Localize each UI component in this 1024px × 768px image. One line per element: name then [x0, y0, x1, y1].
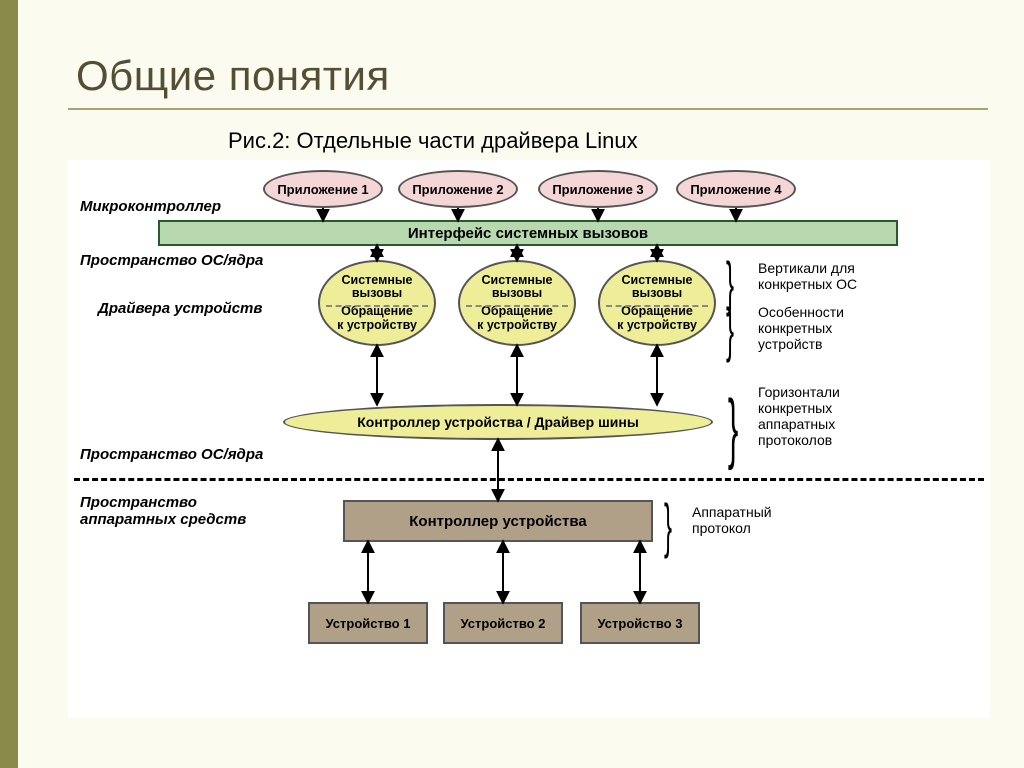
slide-title: Общие понятия: [76, 52, 390, 100]
syscall-bottom: Обращение к устройству: [477, 305, 557, 333]
syscall-bottom: Обращение к устройству: [617, 305, 697, 333]
brace-icon: }: [726, 300, 734, 360]
syscall-top: Системные вызовы: [342, 274, 413, 302]
oval-divider: [466, 305, 568, 307]
syscall-bottom: Обращение к устройству: [337, 305, 417, 333]
label-hw-protocol: Аппаратный протокол: [692, 504, 772, 536]
brace-icon: }: [728, 388, 738, 466]
node-device-3: Устройство 3: [580, 602, 700, 644]
node-device-2: Устройство 2: [443, 602, 563, 644]
label-hw-space: Пространство аппаратных средств: [80, 494, 246, 528]
node-syscall-3: Системные вызовы Обращение к устройству: [598, 260, 716, 346]
node-app-4: Приложение 4: [676, 170, 796, 208]
label-device-drivers: Драйвера устройств: [98, 300, 262, 317]
oval-divider: [606, 305, 708, 307]
accent-strip: [0, 0, 18, 768]
node-app-3: Приложение 3: [538, 170, 658, 208]
node-syscall-2: Системные вызовы Обращение к устройству: [458, 260, 576, 346]
label-horizontals: Горизонтали конкретных аппаратных проток…: [758, 384, 840, 448]
brace-icon: }: [664, 496, 672, 556]
node-syscall-1: Системные вызовы Обращение к устройству: [318, 260, 436, 346]
node-app-2: Приложение 2: [398, 170, 518, 208]
figure-caption: Рис.2: Отдельные части драйвера Linux: [228, 128, 638, 154]
diagram-canvas: Микроконтроллер Пространство ОС/ядра Дра…: [68, 160, 990, 718]
title-underline: [68, 108, 988, 110]
bar-syscall-interface: Интерфейс системных вызовов: [158, 220, 898, 246]
slide: Общие понятия Рис.2: Отдельные части дра…: [18, 0, 1024, 768]
syscall-top: Системные вызовы: [482, 274, 553, 302]
node-device-1: Устройство 1: [308, 602, 428, 644]
node-app-1: Приложение 1: [263, 170, 383, 208]
label-features: Особенности конкретных устройств: [758, 304, 844, 352]
label-verticals: Вертикали для конкретных ОС: [758, 260, 857, 292]
dashed-separator: [74, 478, 984, 481]
label-kernel-space: Пространство ОС/ядра: [80, 252, 263, 269]
label-microcontroller: Микроконтроллер: [80, 198, 221, 215]
node-controller: Контроллер устройства: [343, 500, 653, 542]
node-bus-driver: Контроллер устройства / Драйвер шины: [283, 404, 713, 440]
oval-divider: [326, 305, 428, 307]
syscall-top: Системные вызовы: [622, 274, 693, 302]
label-kernel-space-2: Пространство ОС/ядра: [80, 446, 263, 463]
